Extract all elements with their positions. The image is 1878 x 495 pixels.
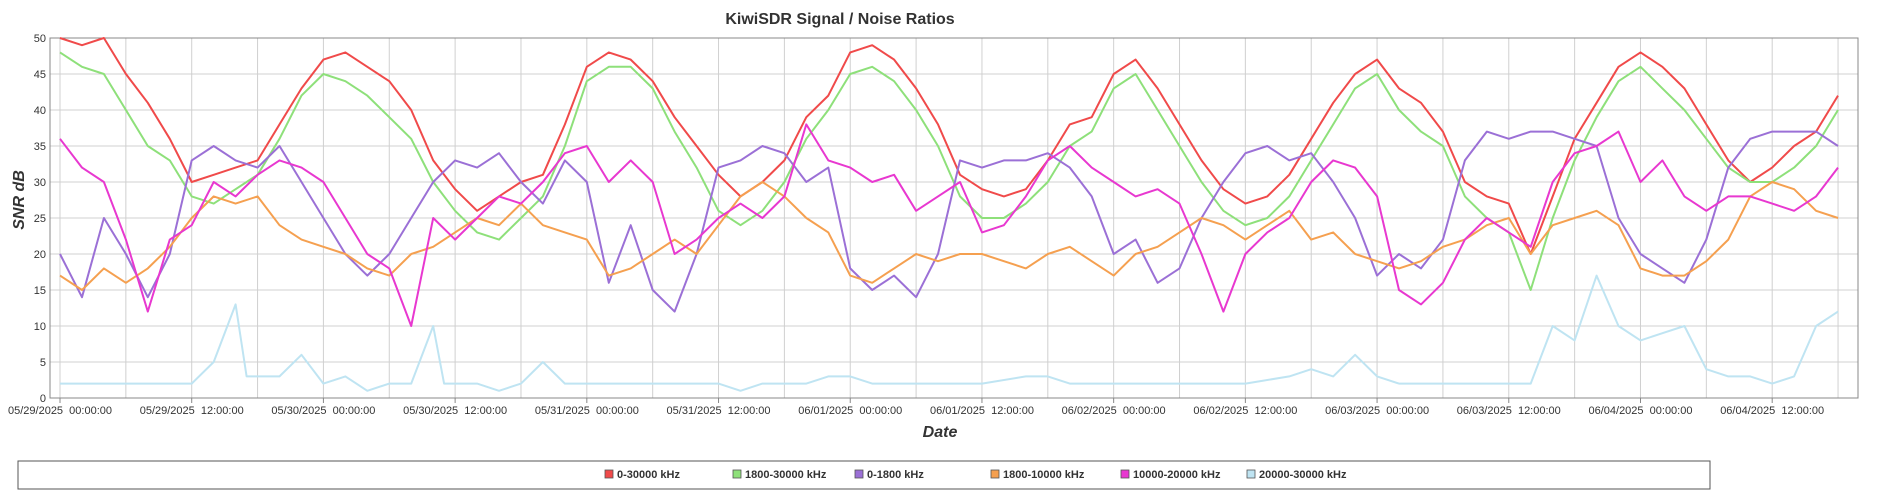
- legend-label: 10000-20000 kHz: [1133, 469, 1221, 481]
- axes: 0 5 10 15 20 25 30 35 40 45 50 05/29/2025 00:00:00 0…: [8, 33, 1859, 417]
- legend-swatch: [1246, 469, 1256, 479]
- x-axis-title: Date: [923, 424, 958, 441]
- plot-frame: [49, 37, 1859, 399]
- x-tick-label: 06/02/2025 12:00:00: [1193, 405, 1297, 417]
- series-lines: [59, 37, 1839, 392]
- series-line-0: [59, 37, 1839, 255]
- series-line-5: [60, 274, 1839, 392]
- series-line-2: [59, 130, 1839, 313]
- x-tick-label: 05/31/2025 12:00:00: [667, 405, 771, 417]
- x-tick-label: 05/31/2025 00:00:00: [535, 405, 639, 417]
- legend-label: 0-30000 kHz: [617, 469, 680, 481]
- grid: [50, 37, 1858, 399]
- x-tick-label: 05/30/2025 00:00:00: [271, 405, 375, 417]
- legend-swatch: [854, 469, 864, 479]
- legend-box: [17, 460, 1711, 490]
- chart-title: KiwiSDR Signal / Noise Ratios: [725, 11, 954, 28]
- y-tick-label: 45: [34, 69, 46, 81]
- y-tick-label: 50: [34, 33, 46, 45]
- x-tick-label: 06/01/2025 00:00:00: [798, 405, 902, 417]
- legend-swatch: [1120, 469, 1130, 479]
- y-tick-label: 25: [34, 213, 46, 225]
- y-tick-label: 10: [34, 321, 46, 333]
- y-tick-label: 30: [34, 177, 46, 189]
- legend-label: 1800-10000 kHz: [1003, 469, 1085, 481]
- x-tick-label: 05/30/2025 12:00:00: [403, 405, 507, 417]
- legend-label: 20000-30000 kHz: [1259, 469, 1347, 481]
- legend-label: 1800-30000 kHz: [745, 469, 827, 481]
- series-line-1: [59, 51, 1839, 291]
- y-tick-label: 0: [40, 393, 46, 405]
- x-tick-label: 06/03/2025 00:00:00: [1325, 405, 1429, 417]
- x-tick-label: 05/29/2025 12:00:00: [140, 405, 244, 417]
- y-tick-label: 20: [34, 249, 46, 261]
- y-axis-title: SNR dB: [11, 170, 28, 230]
- legend-label: 0-1800 kHz: [867, 469, 924, 481]
- legend: 0-30000 kHz 1800-30000 kHz 0-1800 kHz 1800-…: [604, 469, 1347, 481]
- y-tick-label: 15: [34, 285, 46, 297]
- series-line-4: [59, 123, 1839, 327]
- x-tick-label: 06/03/2025 12:00:00: [1457, 405, 1561, 417]
- legend-swatch: [732, 469, 742, 479]
- legend-swatch: [604, 469, 614, 479]
- x-tick-label: 06/04/2025 00:00:00: [1588, 405, 1692, 417]
- legend-swatch: [990, 469, 1000, 479]
- x-tick-label: 06/02/2025 00:00:00: [1062, 405, 1166, 417]
- y-tick-label: 40: [34, 105, 46, 117]
- x-tick-label: 06/04/2025 12:00:00: [1720, 405, 1824, 417]
- x-tick-label: 05/29/2025 00:00:00: [8, 405, 112, 417]
- y-tick-label: 35: [34, 141, 46, 153]
- series-line-3: [59, 181, 1839, 291]
- x-tick-label: 06/01/2025 12:00:00: [930, 405, 1034, 417]
- y-tick-label: 5: [40, 357, 46, 369]
